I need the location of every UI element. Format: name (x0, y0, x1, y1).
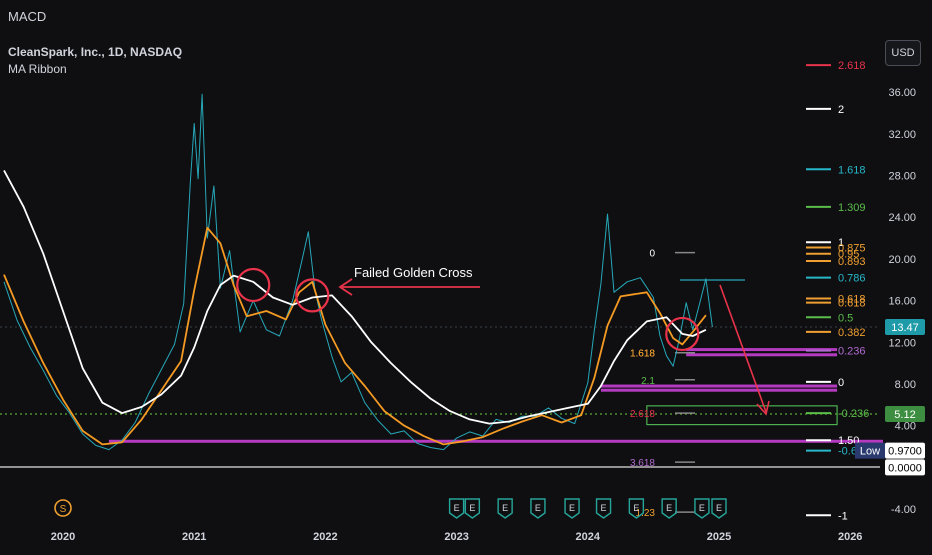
split-marker (54, 499, 72, 517)
axis-tag-label: 0.0000 (888, 462, 922, 474)
earnings-marker (464, 498, 481, 519)
fib-level-label: 1.618 (838, 164, 866, 176)
y-tick-label: 8.00 (895, 379, 916, 391)
fib-level-label: 1.50 (838, 435, 859, 447)
axis-tag-bg (885, 442, 925, 459)
projection-arrow-line (719, 284, 767, 413)
low-tag-prefix: Low (860, 446, 880, 458)
y-tick-label: 12.00 (888, 337, 916, 349)
support-line (686, 348, 838, 352)
fib-level-label: 0.382 (838, 327, 866, 339)
x-tick-label: 2020 (51, 531, 75, 543)
earnings-marker-label: E (666, 503, 672, 513)
earnings-marker (694, 498, 710, 519)
y-tick-label: 16.00 (888, 296, 916, 308)
x-tick-label: 2025 (707, 531, 731, 543)
y-tick-label: 32.00 (888, 129, 916, 141)
earnings-marker-label: E (502, 503, 508, 513)
earnings-marker (595, 498, 612, 519)
axis-tag-bg (885, 318, 925, 335)
axis-tag-label: 13.47 (891, 322, 919, 334)
earnings-marker (530, 498, 546, 519)
fib-side-label: 3.618 (630, 458, 655, 469)
y-tick-label: -4.00 (891, 504, 916, 516)
series-ema_fast (3, 226, 707, 446)
earnings-marker (628, 498, 645, 519)
fib-level-label: 0.618 (838, 294, 866, 306)
fib-side-label: 0 (649, 249, 655, 260)
fib-level-label: 0 (838, 377, 844, 389)
currency-button[interactable]: USD (885, 40, 921, 66)
symbol-title: CleanSpark, Inc., 1D, NASDAQ (8, 45, 183, 59)
earnings-marker-label: E (569, 503, 575, 513)
axis-tag-label: 5.12 (894, 409, 915, 421)
fib-level-label: -0.6 (838, 446, 857, 458)
fib-level-label: 0.236 (838, 346, 866, 358)
axis-tag-bg (885, 405, 925, 422)
earnings-marker-label: E (633, 503, 639, 513)
fib-level-label: 1.309 (838, 202, 866, 214)
split-marker-label: S (60, 504, 67, 515)
fib-side-label: 2.1 (641, 376, 655, 387)
fib-level-label: 1 (838, 237, 844, 249)
x-tick-label: 2021 (182, 531, 206, 543)
fib-level-label: 0.875 (838, 242, 866, 254)
fib-level-label: -1 (838, 510, 848, 522)
support-line (686, 353, 838, 357)
x-tick-label: 2024 (576, 531, 601, 543)
series-price (3, 93, 713, 451)
highlight-circle (665, 316, 700, 352)
y-tick-label: 4.00 (895, 421, 916, 433)
earnings-marker-label: E (454, 503, 460, 513)
axis-tag-label: 0.9700 (888, 446, 922, 458)
earnings-marker (711, 498, 727, 519)
y-tick-label: 24.00 (888, 212, 916, 224)
fib-side-label: 1.618 (630, 349, 655, 360)
axis-tag-bg (885, 459, 925, 476)
x-tick-label: 2022 (313, 531, 337, 543)
fib-side-label: 2.618 (630, 409, 655, 420)
projection-box (646, 405, 838, 426)
fib-level-label: 0.5 (838, 312, 853, 324)
fib-level-label: 2.618 (838, 60, 866, 72)
indicator-title: MA Ribbon (8, 62, 67, 76)
earnings-marker-label: E (699, 503, 705, 513)
support-line (108, 439, 884, 443)
fib-level-label: -0.236 (838, 408, 869, 420)
fib-level-label: 0.786 (838, 273, 866, 285)
x-tick-label: 2026 (838, 531, 862, 543)
earnings-marker (564, 498, 580, 519)
earnings-marker-label: E (535, 503, 541, 513)
y-tick-label: 28.00 (888, 171, 916, 183)
fib-level-label: 0.893 (838, 256, 866, 268)
earnings-marker-label: E (469, 503, 475, 513)
macd-pane-title: MACD (8, 9, 47, 24)
series-sma_slow (3, 169, 707, 425)
support-line (600, 388, 838, 392)
annotation-text: Failed Golden Cross (354, 265, 473, 280)
highlight-circle (295, 278, 330, 313)
x-tick-label: 2023 (444, 531, 468, 543)
fib-level-label: 0.618 (838, 298, 866, 310)
earnings-marker-label: E (716, 503, 722, 513)
fib-level-label: 0.95 (838, 249, 859, 261)
support-line (600, 384, 838, 388)
earnings-marker-label: E (601, 503, 607, 513)
annotation-arrow-head (338, 278, 353, 296)
low-tag-prefix-bg (855, 442, 885, 459)
fib-side-label: 1.23 (636, 508, 656, 519)
fib-level-label: 2 (838, 104, 844, 116)
highlight-circle (236, 267, 271, 303)
fib-side-label: 1.618 (630, 349, 655, 360)
y-tick-label: 20.00 (888, 254, 916, 266)
earnings-marker (661, 498, 677, 519)
earnings-marker (448, 498, 465, 519)
y-tick-label: 36.00 (888, 87, 916, 99)
earnings-marker (497, 498, 513, 519)
projection-arrow-head (756, 400, 770, 416)
